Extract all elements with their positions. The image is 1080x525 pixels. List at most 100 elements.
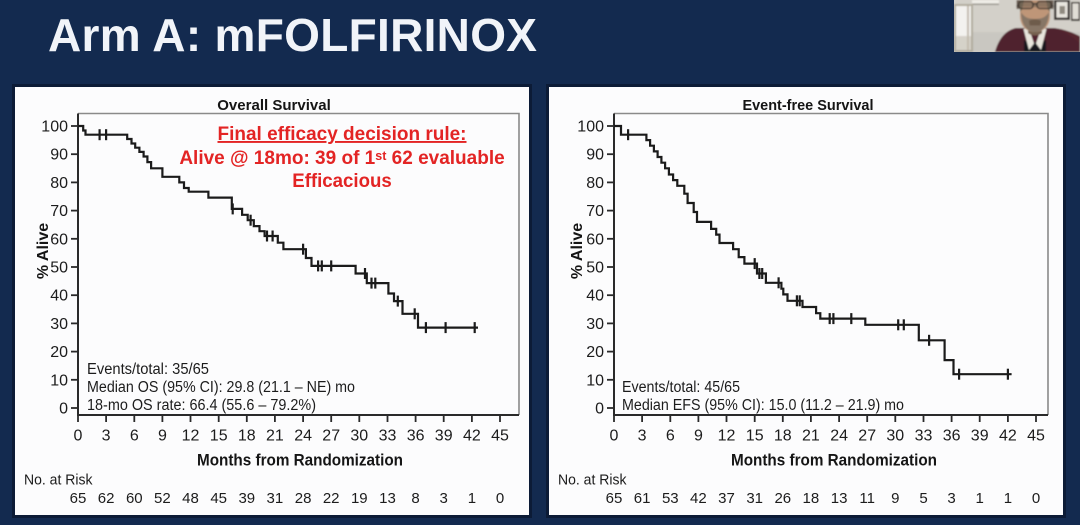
svg-text:60: 60 (126, 490, 143, 507)
svg-text:60: 60 (586, 231, 604, 248)
svg-text:12: 12 (182, 428, 200, 445)
svg-text:39: 39 (238, 490, 255, 507)
svg-text:39: 39 (971, 428, 989, 445)
svg-text:40: 40 (586, 288, 604, 305)
svg-text:12: 12 (718, 428, 736, 445)
svg-text:60: 60 (50, 231, 68, 248)
svg-text:80: 80 (586, 175, 604, 192)
svg-text:9: 9 (891, 490, 899, 507)
svg-text:65: 65 (606, 490, 623, 507)
svg-text:0: 0 (496, 490, 504, 507)
svg-text:15: 15 (746, 428, 764, 445)
svg-text:42: 42 (463, 428, 481, 445)
svg-text:31: 31 (267, 490, 284, 507)
svg-text:24: 24 (294, 428, 312, 445)
svg-text:22: 22 (323, 490, 340, 507)
svg-text:20: 20 (586, 344, 604, 361)
svg-text:24: 24 (830, 428, 848, 445)
svg-text:31: 31 (746, 490, 763, 507)
svg-text:50: 50 (50, 260, 68, 277)
svg-text:70: 70 (586, 203, 604, 220)
svg-text:18: 18 (803, 490, 820, 507)
svg-text:36: 36 (943, 428, 961, 445)
svg-text:8: 8 (411, 490, 419, 507)
svg-text:45: 45 (210, 490, 227, 507)
svg-text:45: 45 (1027, 428, 1045, 445)
svg-text:6: 6 (666, 428, 675, 445)
svg-text:90: 90 (50, 147, 68, 164)
svg-text:Event-free Survival: Event-free Survival (743, 97, 874, 114)
svg-text:Median OS (95% CI): 29.8 (21.1: Median OS (95% CI): 29.8 (21.1 – NE) mo (87, 379, 355, 396)
svg-text:1: 1 (468, 490, 476, 507)
svg-text:70: 70 (50, 203, 68, 220)
svg-text:0: 0 (595, 401, 604, 418)
svg-text:% Alive: % Alive (569, 223, 586, 279)
svg-text:3: 3 (440, 490, 448, 507)
svg-text:50: 50 (586, 260, 604, 277)
svg-text:48: 48 (182, 490, 199, 507)
svg-text:26: 26 (774, 490, 791, 507)
svg-text:Events/total: 35/65: Events/total: 35/65 (87, 361, 209, 378)
svg-text:Events/total: 45/65: Events/total: 45/65 (622, 379, 740, 396)
svg-text:20: 20 (50, 344, 68, 361)
svg-text:3: 3 (947, 490, 955, 507)
svg-text:0: 0 (74, 428, 83, 445)
svg-text:80: 80 (50, 175, 68, 192)
svg-text:21: 21 (802, 428, 820, 445)
svg-text:1: 1 (976, 490, 984, 507)
svg-text:37: 37 (718, 490, 735, 507)
svg-text:27: 27 (322, 428, 340, 445)
svg-text:90: 90 (586, 147, 604, 164)
svg-text:Final efficacy decision rule:: Final efficacy decision rule: (218, 124, 467, 145)
svg-text:28: 28 (295, 490, 312, 507)
svg-text:9: 9 (158, 428, 167, 445)
svg-text:3: 3 (638, 428, 647, 445)
svg-text:30: 30 (886, 428, 904, 445)
svg-text:0: 0 (1032, 490, 1040, 507)
svg-text:52: 52 (154, 490, 171, 507)
svg-text:10: 10 (586, 372, 604, 389)
svg-text:18: 18 (774, 428, 792, 445)
svg-text:15: 15 (210, 428, 228, 445)
svg-text:13: 13 (831, 490, 848, 507)
svg-text:13: 13 (379, 490, 396, 507)
svg-text:% Alive: % Alive (35, 223, 52, 279)
svg-text:30: 30 (350, 428, 368, 445)
svg-text:39: 39 (435, 428, 453, 445)
svg-text:11: 11 (859, 490, 875, 507)
svg-text:0: 0 (610, 428, 619, 445)
svg-text:62: 62 (98, 490, 115, 507)
svg-text:42: 42 (690, 490, 707, 507)
svg-text:33: 33 (379, 428, 397, 445)
svg-text:42: 42 (999, 428, 1017, 445)
svg-text:27: 27 (858, 428, 876, 445)
svg-text:36: 36 (407, 428, 425, 445)
svg-text:Efficacious: Efficacious (292, 171, 392, 192)
svg-text:0: 0 (59, 401, 68, 418)
svg-text:10: 10 (50, 372, 68, 389)
svg-text:Months from Randomization: Months from Randomization (731, 451, 937, 470)
svg-text:9: 9 (694, 428, 703, 445)
svg-text:No. at Risk: No. at Risk (558, 473, 627, 489)
svg-text:18-mo OS rate: 66.4 (55.6 – 79: 18-mo OS rate: 66.4 (55.6 – 79.2%) (87, 397, 316, 414)
svg-text:53: 53 (662, 490, 679, 507)
svg-text:3: 3 (102, 428, 111, 445)
svg-text:Median EFS (95% CI): 15.0 (11.: Median EFS (95% CI): 15.0 (11.2 – 21.9) … (622, 397, 904, 414)
svg-text:100: 100 (41, 119, 68, 136)
svg-text:Months from Randomization: Months from Randomization (197, 451, 403, 470)
svg-text:19: 19 (351, 490, 368, 507)
svg-text:1: 1 (1004, 490, 1012, 507)
svg-text:No. at Risk: No. at Risk (24, 473, 93, 489)
svg-text:30: 30 (586, 316, 604, 333)
svg-text:33: 33 (915, 428, 933, 445)
svg-text:40: 40 (50, 288, 68, 305)
svg-text:61: 61 (634, 490, 651, 507)
svg-text:65: 65 (70, 490, 87, 507)
svg-text:100: 100 (577, 119, 604, 136)
svg-text:30: 30 (50, 316, 68, 333)
svg-text:18: 18 (238, 428, 256, 445)
svg-text:5: 5 (919, 490, 927, 507)
svg-text:6: 6 (130, 428, 139, 445)
svg-text:Alive @ 18mo: 39 of 1st 62 eva: Alive @ 18mo: 39 of 1st 62 evaluable (179, 148, 504, 169)
svg-text:45: 45 (491, 428, 509, 445)
